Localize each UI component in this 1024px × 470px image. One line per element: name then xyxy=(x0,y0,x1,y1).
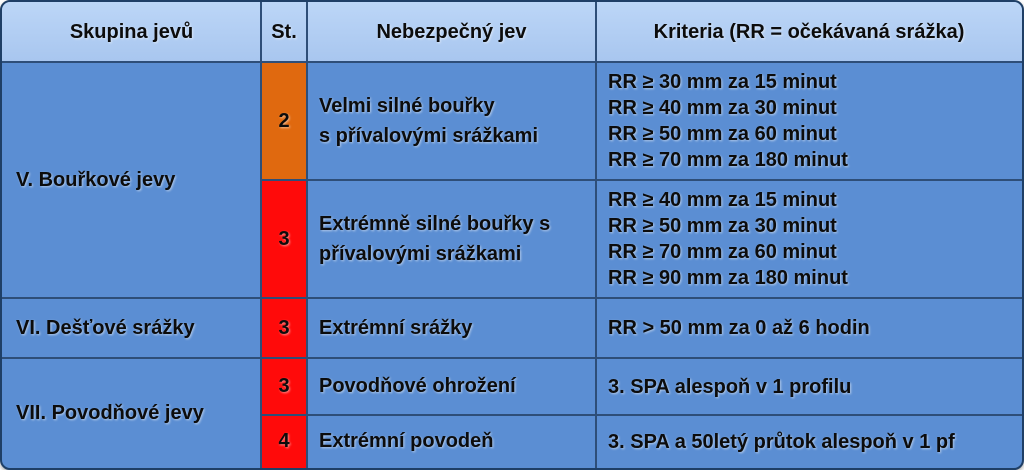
criteria-line: RR ≥ 70 mm za 180 minut xyxy=(608,149,848,171)
table-row-3-phenomenon: Extrémní srážky xyxy=(319,316,473,339)
table-row-4-level: 3 xyxy=(261,358,307,415)
column-divider xyxy=(595,2,597,468)
group-rain: VI. Dešťové srážky xyxy=(16,316,195,339)
criteria-line: RR ≥ 40 mm za 15 minut xyxy=(608,189,837,211)
table-row-3-criteria: RR > 50 mm za 0 až 6 hodin xyxy=(596,298,1022,358)
row-divider xyxy=(2,61,1022,63)
criteria-line: RR > 50 mm za 0 až 6 hodin xyxy=(608,317,870,339)
table-row-3-level: 3 xyxy=(261,298,307,358)
criteria-line: RR ≥ 50 mm za 30 minut xyxy=(608,215,837,237)
criteria-line: RR ≥ 50 mm za 60 minut xyxy=(608,123,837,145)
header-group: Skupina jevů xyxy=(69,20,194,43)
phenomenon-line: přívalovými srážkami xyxy=(319,243,522,265)
criteria-line: RR ≥ 30 mm za 15 minut xyxy=(608,71,837,93)
table-row-4-phenomenon: Povodňové ohrožení xyxy=(319,375,516,397)
phenomenon-line: Velmi silné bouřky xyxy=(319,95,495,117)
header-criteria: Kriteria (RR = očekávaná srážka) xyxy=(653,20,965,43)
criteria-line: RR ≥ 90 mm za 180 minut xyxy=(608,267,848,289)
criteria-line: RR ≥ 70 mm za 60 minut xyxy=(608,241,837,263)
table-row-5-phenomenon: Extrémní povodeň xyxy=(319,430,494,452)
column-divider xyxy=(260,2,262,468)
row-divider xyxy=(2,357,1022,359)
table-row-5-criteria: 3. SPA a 50letý průtok alespoň v 1 pf xyxy=(596,415,1022,468)
table-row-2-level: 3 xyxy=(261,180,307,298)
criteria-line: 3. SPA a 50letý průtok alespoň v 1 pf xyxy=(608,430,955,453)
criteria-line: 3. SPA alespoň v 1 profilu xyxy=(608,375,852,398)
row-divider xyxy=(2,297,1022,299)
table-row-1-level: 2 xyxy=(261,62,307,180)
table-row-2-phenomenon: Extrémně silné bouřky s přívalovými sráž… xyxy=(307,180,596,298)
header-phenomenon: Nebezpečný jev xyxy=(376,20,527,43)
table-row-1-criteria: RR ≥ 30 mm za 15 minut RR ≥ 40 mm za 30 … xyxy=(596,62,1022,180)
column-divider xyxy=(306,2,308,468)
row-divider xyxy=(261,414,1022,416)
table-row-2-criteria: RR ≥ 40 mm za 15 minut RR ≥ 50 mm za 30 … xyxy=(596,180,1022,298)
row-divider xyxy=(261,179,1022,181)
group-storms: V. Bouřkové jevy xyxy=(16,168,176,191)
criteria-line: RR ≥ 40 mm za 30 minut xyxy=(608,97,837,119)
table-row-1-phenomenon: Velmi silné bouřky s přívalovými srážkam… xyxy=(307,62,596,180)
phenomenon-line: Extrémně silné bouřky s xyxy=(319,213,551,235)
phenomenon-line: s přívalovými srážkami xyxy=(319,125,539,147)
table-row-4-criteria: 3. SPA alespoň v 1 profilu xyxy=(596,358,1022,415)
group-flood: VII. Povodňové jevy xyxy=(16,401,204,424)
table-row-5-level: 4 xyxy=(261,415,307,468)
table-header xyxy=(2,2,1022,62)
header-level: St. xyxy=(271,20,297,43)
